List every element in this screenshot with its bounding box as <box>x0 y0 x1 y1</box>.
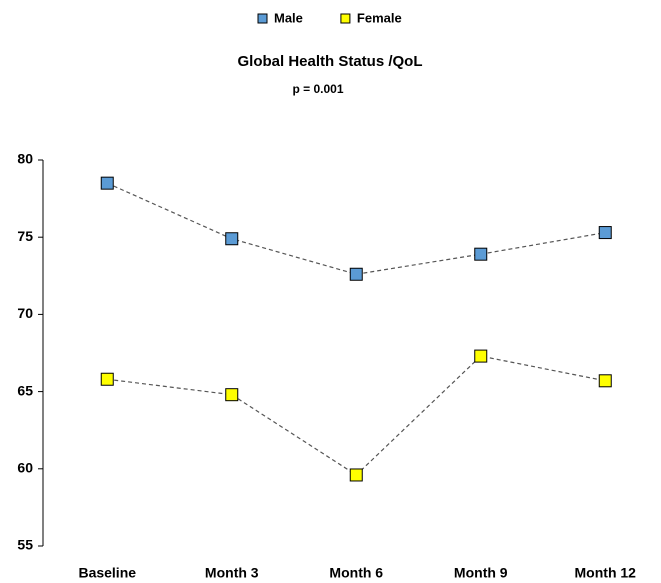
series-line <box>107 355 606 476</box>
point-marker <box>100 176 114 190</box>
x-tick-label: Baseline <box>78 565 136 581</box>
legend-label: Male <box>274 10 303 25</box>
y-tick-label: 55 <box>17 537 33 553</box>
legend-swatch <box>257 13 268 24</box>
point-marker <box>100 372 114 386</box>
point-marker <box>598 374 612 388</box>
legend-swatch <box>340 13 351 24</box>
x-tick-label: Month 12 <box>575 565 637 581</box>
legend-label: Female <box>357 10 402 25</box>
x-tick-label: Month 6 <box>329 565 383 581</box>
point-marker <box>349 468 363 482</box>
x-tick-label: Month 9 <box>454 565 508 581</box>
chart-subtitle: p = 0.001 <box>292 82 343 96</box>
point-marker <box>349 267 363 281</box>
y-tick-label: 60 <box>17 460 33 476</box>
point-marker <box>225 232 239 246</box>
x-tick-label: Month 3 <box>205 565 259 581</box>
chart-title: Global Health Status /QoL <box>237 53 422 70</box>
point-marker <box>474 247 488 261</box>
y-tick-label: 65 <box>17 382 33 398</box>
y-tick-label: 75 <box>17 228 33 244</box>
series-line <box>107 182 606 275</box>
point-marker <box>598 226 612 240</box>
y-tick-label: 70 <box>17 305 33 321</box>
point-marker <box>225 388 239 402</box>
y-tick-label: 80 <box>17 151 33 167</box>
point-marker <box>474 349 488 363</box>
